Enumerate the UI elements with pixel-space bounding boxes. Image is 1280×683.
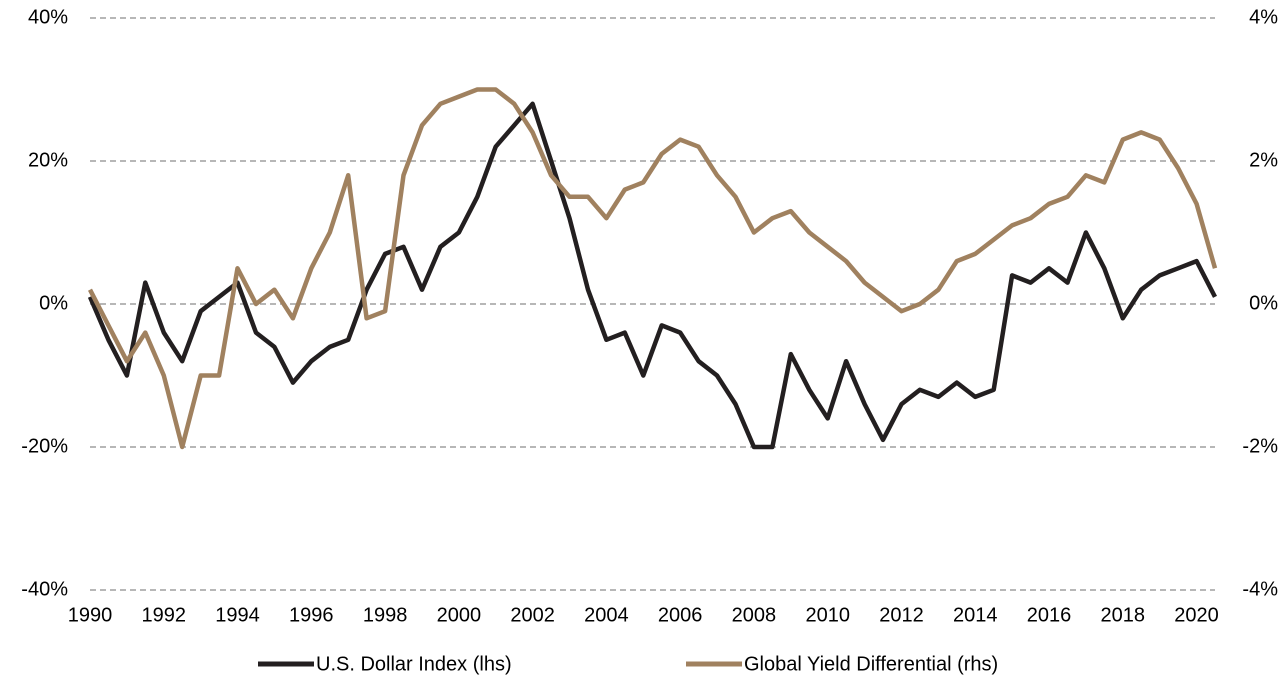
x-tick-label: 2016 xyxy=(1027,604,1072,626)
x-tick-label: 1992 xyxy=(142,604,187,626)
x-tick-label: 2004 xyxy=(584,604,629,626)
y2-tick-label: -4% xyxy=(1242,578,1278,600)
y-tick-label: 20% xyxy=(28,149,68,171)
x-tick-label: 2012 xyxy=(879,604,924,626)
x-tick-label: 2010 xyxy=(805,604,850,626)
x-tick-label: 2006 xyxy=(658,604,703,626)
y2-tick-label: 4% xyxy=(1249,6,1278,28)
y-tick-label: -40% xyxy=(21,578,68,600)
y2-tick-label: 2% xyxy=(1249,149,1278,171)
x-tick-label: 1994 xyxy=(215,604,260,626)
x-tick-label: 2020 xyxy=(1174,604,1219,626)
x-tick-label: 2014 xyxy=(953,604,998,626)
x-tick-label: 1996 xyxy=(289,604,334,626)
x-tick-label: 2008 xyxy=(732,604,777,626)
y-tick-label: 40% xyxy=(28,6,68,28)
y2-tick-label: -2% xyxy=(1242,435,1278,457)
series-line xyxy=(88,87,1218,450)
x-tick-label: 2000 xyxy=(437,604,482,626)
y2-tick-label: 0% xyxy=(1249,292,1278,314)
x-tick-label: 2018 xyxy=(1101,604,1146,626)
series-line xyxy=(87,101,1218,450)
x-tick-label: 2002 xyxy=(510,604,555,626)
x-tick-label: 1990 xyxy=(68,604,113,626)
x-tick-label: 1998 xyxy=(363,604,408,626)
legend-label: U.S. Dollar Index (lhs) xyxy=(316,653,512,675)
legend-label: Global Yield Differential (rhs) xyxy=(744,653,998,675)
y-tick-label: -20% xyxy=(21,435,68,457)
y-tick-label: 0% xyxy=(39,292,68,314)
